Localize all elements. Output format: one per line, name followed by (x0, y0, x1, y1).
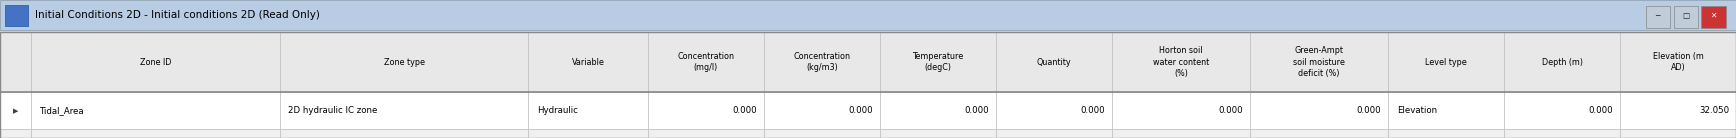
Bar (1389, 32, 1503, 92)
Bar (1620, 129, 1736, 138)
Bar (1620, 92, 1736, 129)
Bar (279, 32, 528, 92)
Bar (1250, 32, 1389, 92)
Text: Hydraulic: Hydraulic (536, 106, 578, 115)
Text: Concentration
(mg/l): Concentration (mg/l) (677, 52, 734, 72)
Bar (648, 32, 764, 92)
Text: Elevation (m
AD): Elevation (m AD) (1653, 52, 1703, 72)
Text: Temperature
(degC): Temperature (degC) (913, 52, 963, 72)
Text: 0.000: 0.000 (733, 106, 757, 115)
Bar (528, 129, 648, 138)
Bar (31, 129, 279, 138)
Bar (0, 32, 31, 92)
Bar (1250, 129, 1389, 138)
Text: ▶: ▶ (12, 108, 19, 114)
Bar (1389, 92, 1503, 129)
Bar (1111, 129, 1250, 138)
Text: ─: ─ (1656, 11, 1660, 20)
Bar (880, 32, 996, 92)
Text: Zone type: Zone type (384, 58, 425, 67)
Text: Concentration
(kg/m3): Concentration (kg/m3) (793, 52, 851, 72)
Bar (1389, 129, 1503, 138)
Bar (996, 129, 1111, 138)
Bar (1111, 92, 1250, 129)
Bar (1503, 92, 1620, 129)
Bar (1503, 129, 1620, 138)
Text: Horton soil
water content
(%): Horton soil water content (%) (1153, 46, 1208, 78)
Text: Quantity: Quantity (1036, 58, 1071, 67)
Text: Tidal_Area: Tidal_Area (40, 106, 85, 115)
Bar (31, 92, 279, 129)
Text: 0.000: 0.000 (1219, 106, 1243, 115)
Bar (648, 129, 764, 138)
Text: Variable: Variable (571, 58, 604, 67)
Text: Initial Conditions 2D - Initial conditions 2D (Read Only): Initial Conditions 2D - Initial conditio… (35, 10, 319, 20)
Text: 0.000: 0.000 (849, 106, 873, 115)
Text: 32.050: 32.050 (1700, 106, 1729, 115)
Bar (528, 32, 648, 92)
FancyBboxPatch shape (0, 0, 1736, 30)
Bar (996, 32, 1111, 92)
Bar (764, 92, 880, 129)
FancyBboxPatch shape (1701, 6, 1726, 28)
Bar (880, 92, 996, 129)
Bar (1620, 32, 1736, 92)
Bar (1111, 32, 1250, 92)
Text: 0.000: 0.000 (1356, 106, 1382, 115)
Bar (0, 129, 31, 138)
Bar (528, 92, 648, 129)
Bar (648, 92, 764, 129)
Bar (1250, 92, 1389, 129)
Text: 0.000: 0.000 (1080, 106, 1104, 115)
Text: 0.000: 0.000 (965, 106, 990, 115)
Bar (279, 92, 528, 129)
Text: 2D hydraulic IC zone: 2D hydraulic IC zone (288, 106, 378, 115)
Text: Elevation: Elevation (1397, 106, 1437, 115)
Bar (31, 32, 279, 92)
Bar (0, 32, 1736, 138)
Text: ✕: ✕ (1710, 11, 1717, 20)
Text: Level type: Level type (1425, 58, 1467, 67)
FancyBboxPatch shape (1646, 6, 1670, 28)
Text: 0.000: 0.000 (1588, 106, 1613, 115)
Bar (764, 129, 880, 138)
Bar (1503, 32, 1620, 92)
Bar (880, 129, 996, 138)
Text: □: □ (1682, 11, 1689, 20)
Bar (0, 92, 31, 129)
Text: Depth (m): Depth (m) (1542, 58, 1583, 67)
Text: Green-Ampt
soil moisture
deficit (%): Green-Ampt soil moisture deficit (%) (1293, 46, 1345, 78)
Bar (764, 32, 880, 92)
FancyBboxPatch shape (1674, 6, 1698, 28)
FancyBboxPatch shape (5, 5, 28, 26)
Text: Zone ID: Zone ID (141, 58, 172, 67)
Bar (996, 92, 1111, 129)
Bar (279, 129, 528, 138)
